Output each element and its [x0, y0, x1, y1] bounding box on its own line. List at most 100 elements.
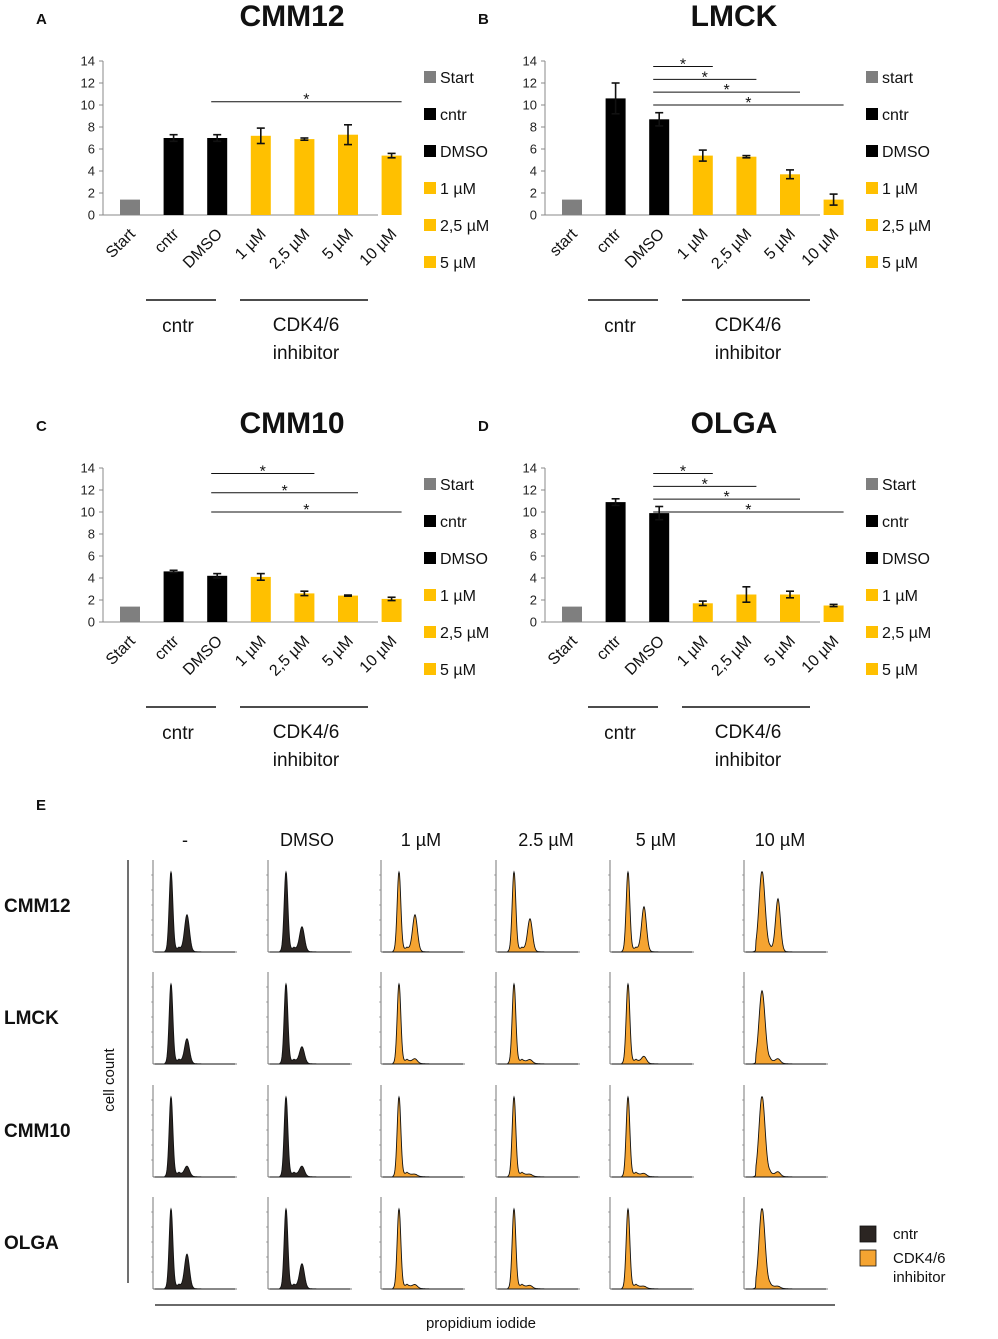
histogram-cell	[379, 972, 465, 1065]
bar	[692, 155, 713, 215]
significance-star: *	[702, 69, 708, 86]
significance-star: *	[702, 476, 708, 493]
histogram-cell	[379, 1085, 465, 1178]
histogram-cell	[379, 1197, 465, 1290]
column-header: 1 µM	[401, 830, 441, 850]
bar	[562, 606, 582, 622]
x-tick-label: 2,5 µM	[266, 633, 313, 680]
histogram-curve	[611, 870, 692, 953]
legend-item: 1 µM	[424, 588, 476, 605]
group-label-inhibitor: CDK4/6	[273, 722, 340, 743]
histogram-cell	[266, 1085, 352, 1178]
histogram-cell	[608, 860, 694, 953]
panel-letter: C	[36, 418, 47, 435]
x-tick-label: start	[547, 225, 581, 259]
group-label-inhibitor: inhibitor	[715, 750, 782, 771]
y-tick-label: 6	[88, 142, 95, 157]
bar	[692, 603, 713, 622]
group-label-inhibitor: CDK4/6	[273, 315, 340, 336]
histogram-curve	[745, 1096, 826, 1178]
legend-swatch	[866, 219, 878, 231]
error-bar	[387, 152, 396, 159]
legend-label: cntr	[440, 514, 467, 531]
x-tick-label: 5 µM	[761, 633, 798, 670]
legend-item: 5 µM	[866, 255, 918, 272]
legend-swatch	[424, 515, 436, 527]
bar	[338, 134, 358, 215]
histogram-cell	[494, 1085, 580, 1178]
legend-item: 5 µM	[424, 255, 476, 272]
histogram-cell	[151, 972, 237, 1065]
y-tick-label: 10	[523, 505, 537, 520]
column-header: -	[182, 830, 188, 850]
x-tick-label: cntr	[152, 225, 183, 256]
legend-swatch	[424, 71, 436, 83]
histogram-cell	[151, 860, 237, 953]
significance-star: *	[680, 57, 686, 74]
histogram-curve	[382, 870, 463, 953]
histogram-curve	[611, 982, 692, 1065]
legend-label: cntr	[882, 107, 909, 124]
error-bar	[300, 590, 309, 597]
legend-item: 1 µM	[866, 181, 918, 198]
legend-swatch	[424, 182, 436, 194]
y-axis-label: cell count	[101, 1047, 118, 1111]
bar	[294, 139, 315, 215]
error-bar	[256, 127, 265, 145]
legend-item: 1 µM	[866, 588, 918, 605]
error-bar	[169, 569, 178, 574]
error-bar	[742, 154, 751, 159]
legend-swatch	[424, 626, 436, 638]
histogram-curve	[497, 870, 578, 953]
y-tick-label: 8	[530, 527, 537, 542]
bar	[207, 138, 228, 215]
bar	[207, 575, 228, 622]
group-label-cntr: cntr	[162, 723, 194, 744]
legend-item: cntr	[424, 107, 467, 124]
x-tick-label: DMSO	[180, 226, 226, 272]
legend-label: DMSO	[440, 551, 488, 568]
histogram-cell	[151, 1085, 237, 1178]
group-label-inhibitor: CDK4/6	[715, 722, 782, 743]
histogram-curve	[382, 1207, 463, 1290]
histogram-cell	[742, 972, 828, 1065]
bar	[163, 571, 184, 622]
legend-item: Start	[424, 477, 474, 494]
legend-swatch	[866, 145, 878, 157]
bar	[294, 593, 315, 622]
legend-item: cntr	[859, 1225, 918, 1243]
group-label-cntr: cntr	[604, 316, 636, 337]
legend-label: Start	[440, 477, 474, 494]
legend-swatch	[866, 663, 878, 675]
x-tick-label: 1 µM	[674, 226, 711, 263]
row-header: CMM10	[4, 1121, 71, 1142]
bar	[381, 598, 402, 622]
y-tick-label: 12	[523, 76, 537, 91]
legend-swatch	[859, 1225, 877, 1243]
panel-letter: A	[36, 11, 47, 28]
x-tick-label: 10 µM	[799, 226, 843, 270]
histogram-grid-panel-e: E - DMSO 1 µM 2.5 µM 5 µM 10 µM CMM12 LMCK CMM10 O…	[4, 797, 946, 1332]
error-bar	[829, 193, 838, 206]
legend-item: DMSO	[424, 144, 488, 161]
x-tick-label: 2,5 µM	[708, 633, 755, 680]
legend-label: 1 µM	[440, 588, 476, 605]
significance-star: *	[745, 502, 751, 519]
y-tick-label: 6	[88, 549, 95, 564]
x-tick-label: cntr	[152, 632, 183, 663]
histogram-curve	[497, 1095, 578, 1178]
bar	[823, 605, 844, 622]
histogram-curve	[269, 1095, 350, 1178]
y-tick-label: 2	[88, 186, 95, 201]
legend-label: 1 µM	[882, 588, 918, 605]
bar	[120, 199, 140, 215]
bar	[736, 594, 757, 622]
y-tick-label: 4	[530, 164, 537, 179]
x-tick-label: 5 µM	[761, 226, 798, 263]
column-header: DMSO	[280, 830, 334, 850]
bar	[736, 156, 757, 215]
legend-swatch	[424, 478, 436, 490]
